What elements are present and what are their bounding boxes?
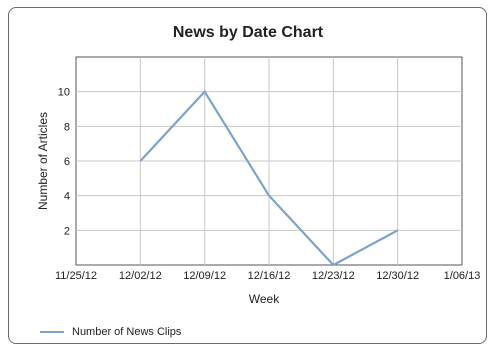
chart-title: News by Date Chart (172, 24, 324, 41)
y-tick-label: 10 (58, 87, 70, 99)
y-tick-label: 2 (64, 225, 70, 237)
series-line (139, 90, 399, 267)
y-tick-label: 4 (64, 191, 70, 203)
x-tick-labels: 11/25/12 12/02/12 12/09/12 12/16/12 12/23/12… (55, 270, 480, 282)
y-tick-labels: 2 4 6 8 10 (58, 87, 70, 238)
x-axis-title: Week (249, 292, 280, 306)
x-tick-label: 12/30/12 (376, 270, 419, 282)
x-tick-label: 11/25/12 (55, 270, 97, 282)
x-tick-label: 12/23/12 (312, 270, 355, 282)
legend-swatch (40, 331, 64, 333)
x-tick-label: 12/02/12 (119, 270, 162, 282)
x-tick-label: 1/06/13 (444, 270, 481, 282)
y-axis-title: Number of Articles (36, 112, 50, 210)
x-tick-label: 12/16/12 (248, 270, 291, 282)
y-tick-label: 6 (64, 156, 70, 168)
legend-label: Number of News Clips (72, 326, 182, 338)
y-tick-label: 8 (64, 121, 70, 133)
legend: Number of News Clips (40, 326, 181, 338)
x-tick-label: 12/09/12 (183, 270, 226, 282)
